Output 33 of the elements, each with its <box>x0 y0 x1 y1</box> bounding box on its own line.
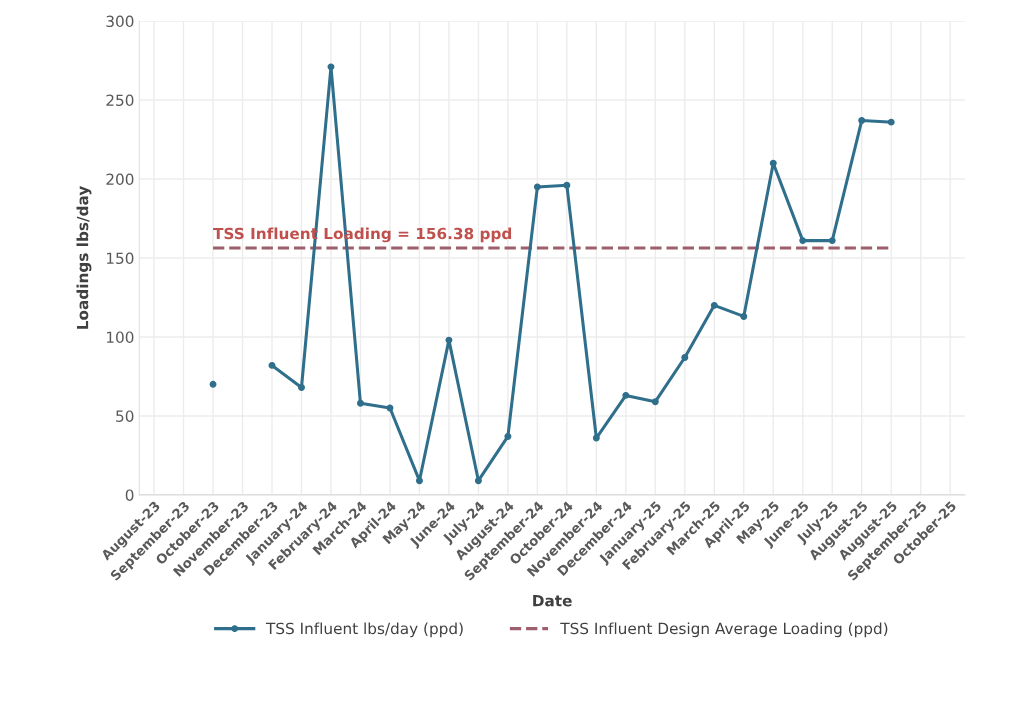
point <box>298 384 305 391</box>
point <box>474 477 482 485</box>
point <box>651 398 659 406</box>
point <box>356 399 364 407</box>
point <box>858 117 866 125</box>
y-axis-title: Loadings lbs/day <box>76 186 92 329</box>
x-axis-title: Date <box>533 595 572 607</box>
y-tick-label: 300 <box>106 15 134 28</box>
y-tick-label: 100 <box>106 331 134 343</box>
point <box>887 118 895 126</box>
y-tick-label: 200 <box>106 173 134 186</box>
y-tick-label: 250 <box>106 94 134 107</box>
point <box>769 159 777 167</box>
point <box>415 477 423 485</box>
point <box>710 301 718 309</box>
legend-label: TSS Influent lbs/day (ppd) <box>265 622 463 638</box>
point <box>828 237 836 245</box>
point <box>327 63 335 71</box>
point <box>563 181 571 189</box>
point <box>799 237 807 245</box>
point <box>533 183 541 191</box>
legend-label: TSS Influent Design Average Loading (ppd) <box>560 622 888 638</box>
point <box>622 391 630 399</box>
y-tick-label: 0 <box>125 489 134 501</box>
point <box>209 380 217 388</box>
point <box>445 336 453 344</box>
point <box>504 432 512 440</box>
y-tick-label: 50 <box>116 410 134 422</box>
point <box>681 354 689 361</box>
y-tick-label: 150 <box>106 252 134 265</box>
point <box>592 434 600 442</box>
point <box>740 312 748 320</box>
point <box>268 361 276 369</box>
